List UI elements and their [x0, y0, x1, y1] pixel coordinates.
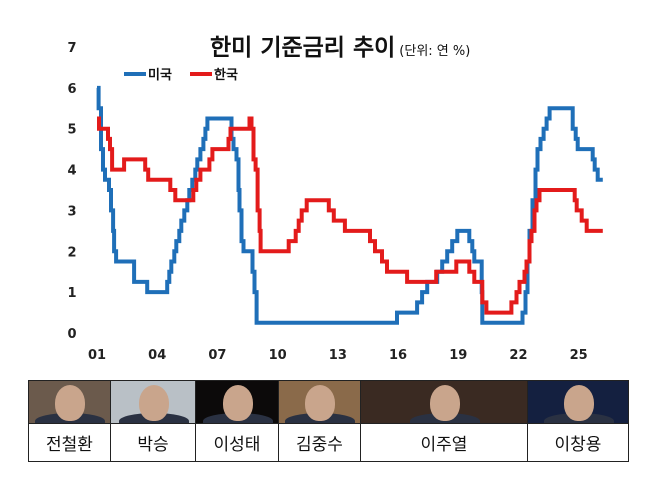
y-tick-label: 1 — [67, 286, 76, 301]
face-shape — [563, 385, 594, 421]
governor-photo — [528, 381, 628, 423]
face-shape — [305, 385, 335, 421]
face-shape — [222, 385, 253, 421]
x-tick-label: 04 — [148, 348, 166, 363]
chart-title: 한미 기준금리 추이 (단위: 연 %) — [210, 28, 470, 62]
legend-swatch-kr — [190, 71, 212, 76]
y-tick-label: 4 — [67, 164, 76, 179]
title-text: 한미 기준금리 추이 — [210, 35, 396, 61]
legend-swatch-us — [124, 71, 146, 76]
x-tick-label: 01 — [88, 348, 106, 363]
x-tick-label: 07 — [208, 348, 226, 363]
governor-photo — [196, 381, 278, 423]
face-shape — [138, 385, 169, 421]
y-tick-label: 2 — [67, 245, 76, 260]
x-tick-label: 22 — [509, 348, 527, 363]
x-tick-label: 25 — [570, 348, 588, 363]
governor-name: 김중수 — [279, 423, 360, 461]
governor-photo — [29, 381, 110, 423]
governor-photo — [361, 381, 527, 423]
governor-cell: 전철환 — [28, 380, 111, 462]
x-tick-label: 13 — [329, 348, 347, 363]
governor-name: 이성태 — [196, 423, 278, 461]
legend-item-us: 미국 — [124, 64, 172, 83]
governor-name: 전철환 — [29, 423, 110, 461]
face-shape — [55, 385, 85, 421]
y-tick-label: 7 — [67, 41, 76, 56]
governor-cell: 김중수 — [278, 380, 361, 462]
governor-photo — [279, 381, 360, 423]
y-tick-label: 3 — [67, 204, 76, 219]
x-tick-label: 16 — [389, 348, 407, 363]
y-tick-label: 6 — [67, 82, 76, 97]
governor-cell: 이성태 — [195, 380, 279, 462]
y-tick-label: 5 — [67, 123, 76, 138]
governor-cell: 이주열 — [360, 380, 528, 462]
x-tick-label: 19 — [449, 348, 467, 363]
series-line-kr — [97, 116, 603, 315]
governor-name: 이주열 — [361, 423, 527, 461]
x-tick-label: 10 — [269, 348, 287, 363]
governor-name: 박승 — [111, 423, 195, 461]
unit-label: (단위: 연 %) — [399, 44, 471, 59]
governor-photo — [111, 381, 195, 423]
governor-cell: 이창용 — [527, 380, 629, 462]
y-tick-label: 0 — [67, 327, 76, 342]
legend-item-kr: 한국 — [190, 64, 238, 83]
legend-label-us: 미국 — [148, 68, 172, 83]
governor-name: 이창용 — [528, 423, 628, 461]
face-shape — [429, 385, 460, 421]
series-line-us — [96, 85, 603, 325]
legend-label-kr: 한국 — [214, 68, 238, 83]
governor-cell: 박승 — [110, 380, 196, 462]
